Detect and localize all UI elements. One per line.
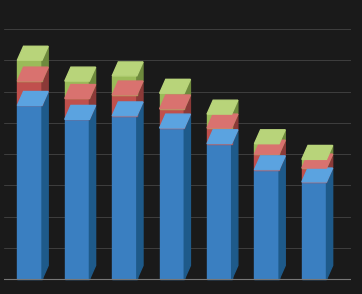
Polygon shape (137, 102, 143, 279)
Bar (302, 159, 327, 168)
Polygon shape (232, 100, 238, 128)
Polygon shape (279, 130, 285, 154)
Polygon shape (254, 140, 285, 154)
Polygon shape (184, 114, 190, 279)
Polygon shape (327, 154, 333, 182)
Bar (207, 114, 232, 128)
Polygon shape (17, 91, 48, 106)
Bar (112, 116, 137, 279)
Bar (207, 144, 232, 279)
Bar (160, 109, 184, 128)
Polygon shape (112, 102, 143, 116)
Polygon shape (232, 130, 238, 279)
Polygon shape (207, 100, 238, 114)
Polygon shape (17, 46, 48, 60)
Polygon shape (207, 114, 238, 128)
Polygon shape (65, 67, 96, 81)
Polygon shape (327, 168, 333, 279)
Polygon shape (137, 81, 143, 116)
Polygon shape (184, 95, 190, 128)
Polygon shape (89, 85, 96, 119)
Bar (302, 168, 327, 182)
Polygon shape (254, 130, 285, 144)
Polygon shape (232, 114, 238, 144)
Polygon shape (279, 140, 285, 170)
Polygon shape (160, 79, 190, 93)
Polygon shape (112, 81, 143, 95)
Polygon shape (279, 156, 285, 279)
Bar (112, 76, 137, 95)
Polygon shape (160, 95, 190, 109)
Polygon shape (65, 85, 96, 98)
Polygon shape (207, 130, 238, 144)
Bar (160, 128, 184, 279)
Polygon shape (137, 62, 143, 95)
Bar (160, 93, 184, 109)
Polygon shape (17, 67, 48, 81)
Polygon shape (160, 114, 190, 128)
Polygon shape (89, 106, 96, 279)
Polygon shape (112, 62, 143, 76)
Bar (254, 154, 279, 170)
Bar (17, 106, 42, 279)
Bar (65, 81, 89, 98)
Polygon shape (302, 168, 333, 182)
Polygon shape (327, 146, 333, 168)
Polygon shape (89, 67, 96, 98)
Polygon shape (42, 67, 48, 106)
Polygon shape (65, 106, 96, 119)
Polygon shape (302, 154, 333, 168)
Bar (207, 128, 232, 144)
Bar (65, 98, 89, 119)
Bar (254, 170, 279, 279)
Bar (17, 81, 42, 106)
Bar (65, 119, 89, 279)
Polygon shape (302, 146, 333, 159)
Polygon shape (184, 79, 190, 109)
Polygon shape (254, 156, 285, 170)
Bar (17, 60, 42, 81)
Bar (302, 182, 327, 279)
Bar (254, 144, 279, 154)
Bar (112, 95, 137, 116)
Polygon shape (42, 46, 48, 81)
Polygon shape (42, 91, 48, 279)
